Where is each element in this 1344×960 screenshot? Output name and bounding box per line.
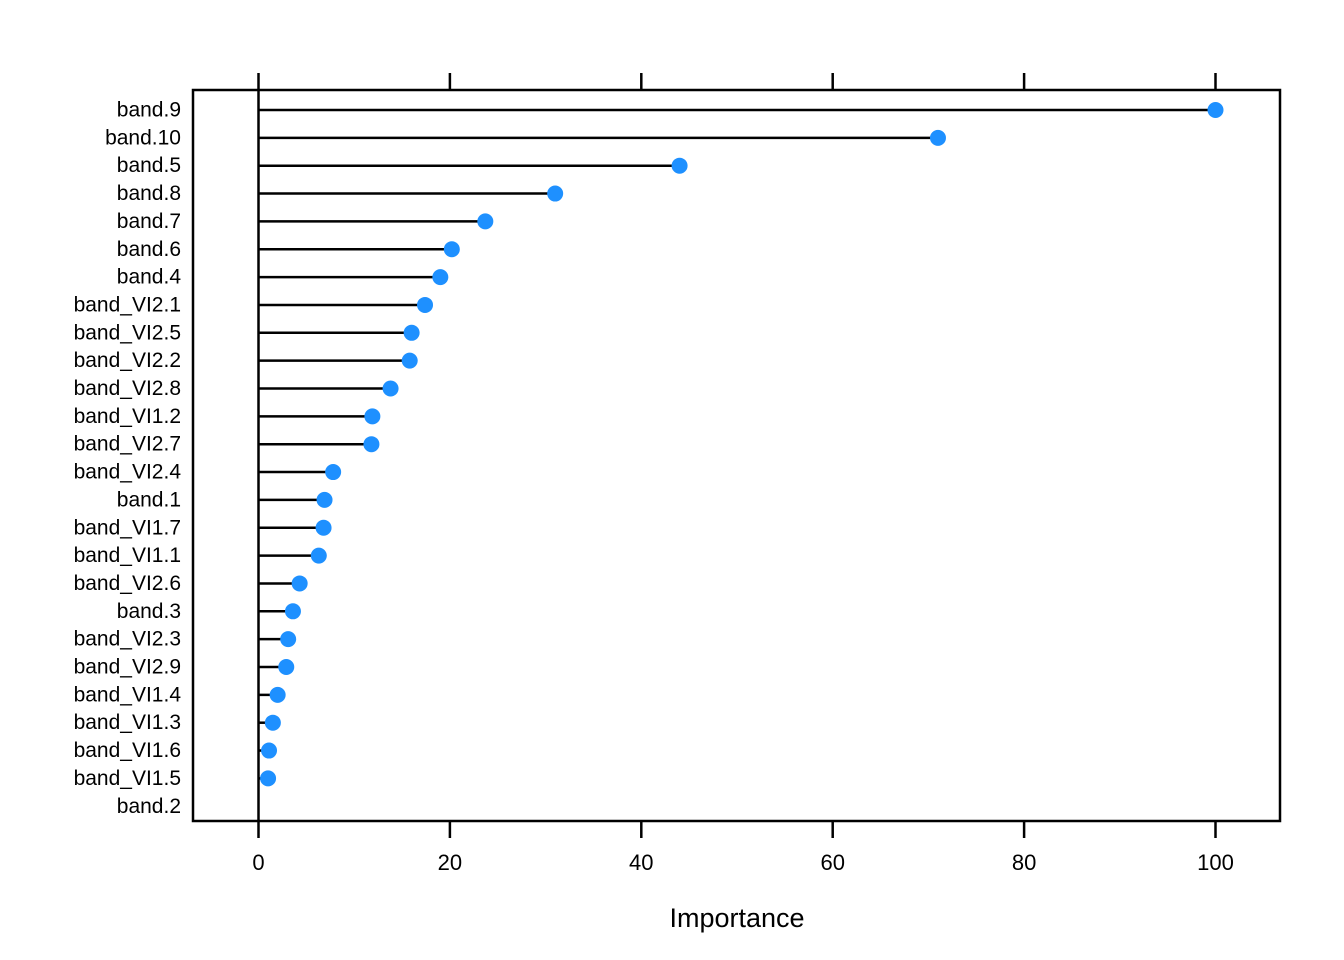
y-axis-label: band_VI2.7 <box>74 433 181 456</box>
y-axis-label: band.1 <box>117 488 181 511</box>
y-axis-label: band_VI1.3 <box>74 711 181 734</box>
data-point <box>1207 102 1224 118</box>
plot-area: 0 20 40 60 80 100 band.9 band.10 band.5 band.8 ban… <box>74 73 1282 875</box>
y-axis-label: band.4 <box>117 266 182 289</box>
y-axis-label: band.9 <box>117 99 181 122</box>
data-point <box>284 603 301 620</box>
y-axis-label: band_VI2.8 <box>74 377 181 400</box>
y-axis-label: band.3 <box>117 600 181 623</box>
x-axis-tick-label: 60 <box>820 850 844 875</box>
y-axis-label: band.10 <box>105 126 181 149</box>
data-point <box>547 185 564 202</box>
y-axis-label: band_VI2.2 <box>74 349 181 372</box>
y-axis-label: band_VI2.1 <box>74 293 181 316</box>
data-point <box>280 631 297 648</box>
y-axis-label: band_VI2.5 <box>74 321 181 344</box>
data-point <box>364 408 381 425</box>
data-point <box>443 241 460 258</box>
plot-border <box>191 88 1282 823</box>
x-axis-tick-label: 0 <box>252 850 264 875</box>
data-point <box>261 742 278 759</box>
data-point <box>477 213 494 230</box>
data-point <box>929 129 946 146</box>
data-point <box>269 686 286 703</box>
data-point <box>403 324 420 341</box>
y-axis-label: band.8 <box>117 182 181 205</box>
y-axis-label: band_VI1.1 <box>74 544 181 567</box>
data-point <box>291 575 308 592</box>
data-point <box>382 380 399 397</box>
y-axis-label: band_VI1.7 <box>74 516 181 539</box>
y-axis-label: band_VI2.4 <box>74 461 182 484</box>
data-point <box>260 770 277 787</box>
x-axis-tick-label: 100 <box>1197 850 1234 875</box>
data-point <box>401 352 418 369</box>
data-point <box>310 547 327 564</box>
data-point <box>316 491 333 508</box>
x-axis-tick-label: 20 <box>438 850 462 875</box>
x-axis-tick-label: 40 <box>629 850 653 875</box>
y-axis-label: band_VI2.9 <box>74 656 181 679</box>
y-axis-label: band_VI1.5 <box>74 767 181 790</box>
data-point <box>671 157 688 174</box>
y-axis-label: band.2 <box>117 795 181 818</box>
y-axis-label: band_VI1.2 <box>74 405 181 428</box>
y-axis-label: band.6 <box>117 238 181 261</box>
data-point <box>315 519 332 536</box>
data-point <box>278 659 295 675</box>
x-axis-title: Importance <box>669 903 804 933</box>
data-point <box>363 436 380 453</box>
data-point <box>264 714 281 731</box>
y-axis-label: band_VI2.6 <box>74 572 181 595</box>
x-axis-tick-label: 80 <box>1012 850 1036 875</box>
data-point <box>432 269 449 286</box>
y-axis-label: band_VI1.4 <box>74 683 182 706</box>
y-axis-label: band_VI1.6 <box>74 739 181 762</box>
data-point <box>417 296 434 313</box>
y-axis-label: band_VI2.3 <box>74 628 181 651</box>
data-point <box>325 464 342 481</box>
y-axis-label: band.7 <box>117 210 181 233</box>
y-axis-label: band.5 <box>117 154 181 177</box>
